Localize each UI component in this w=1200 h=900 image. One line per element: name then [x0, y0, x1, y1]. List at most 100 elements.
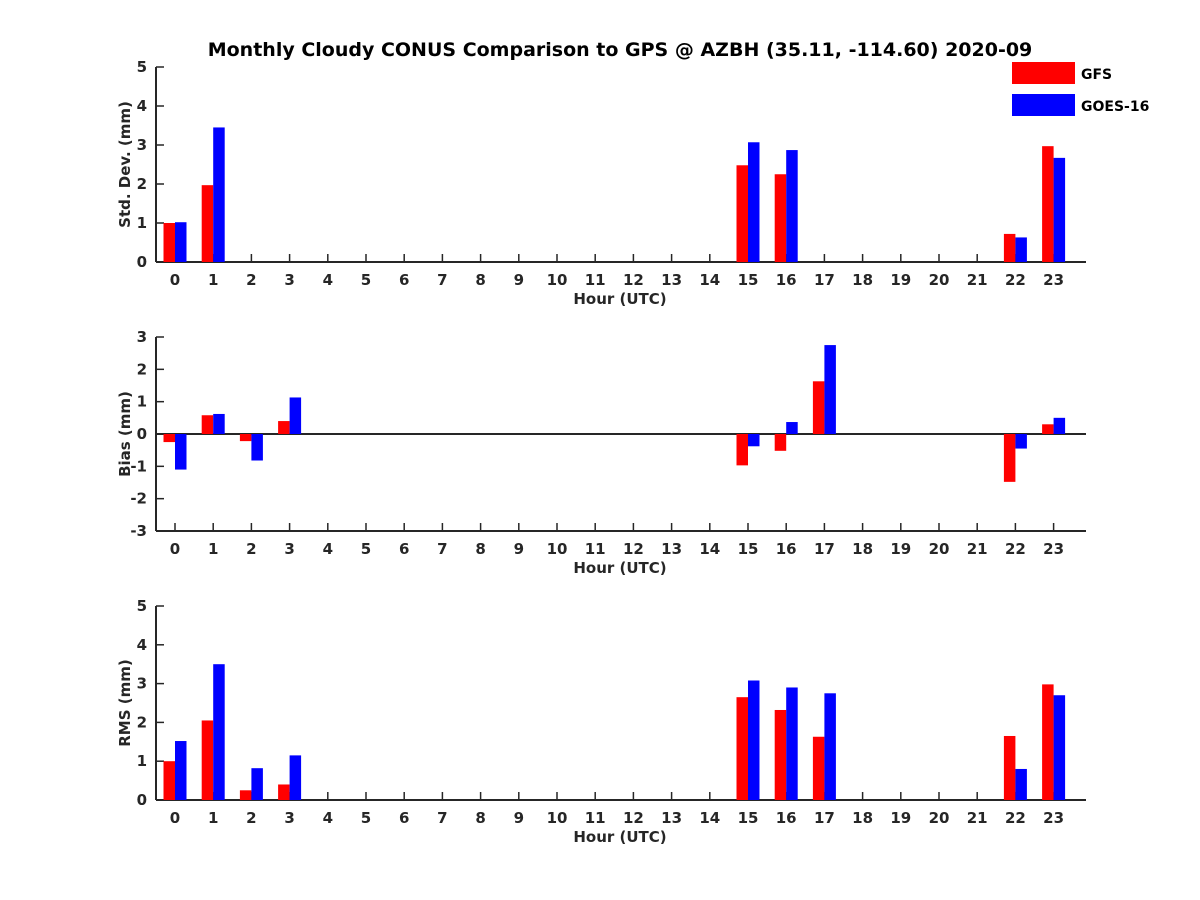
panel1-x-tick-label: 6 — [399, 540, 409, 558]
panel2-x-tick-label: 20 — [929, 809, 950, 827]
panel0-x-axis-label: Hour (UTC) — [573, 290, 666, 308]
panel1-y-tick-label: 3 — [137, 328, 147, 346]
panel0-bar-gfs-hour-23 — [1042, 146, 1054, 262]
panel1-x-tick-label: 15 — [738, 540, 759, 558]
panel0-bar-goes16-hour-22 — [1015, 237, 1027, 262]
panel1-bar-goes16-hour-2 — [251, 434, 263, 461]
legend-label-goes16: GOES-16 — [1081, 99, 1149, 115]
panel1-bar-goes16-hour-17 — [824, 345, 836, 434]
panel2-bar-gfs-hour-22 — [1003, 735, 1016, 800]
panel0-y-tick-label: 2 — [137, 175, 147, 193]
panel1-bar-gfs-hour-17 — [812, 381, 825, 434]
panel1-bar-gfs-hour-22 — [1003, 434, 1016, 482]
panel2-x-tick-label: 3 — [284, 809, 294, 827]
panel2-bar-goes16-hour-17 — [824, 693, 836, 800]
panel0-y-tick-label: 1 — [137, 214, 147, 232]
panel2-x-tick-label: 10 — [547, 809, 568, 827]
panel1-x-tick-label: 14 — [699, 540, 720, 558]
panel1-x-tick-label: 5 — [361, 540, 371, 558]
panel2-bar-gfs-hour-2 — [239, 790, 252, 800]
panel1-x-axis-label: Hour (UTC) — [573, 559, 666, 577]
panel2-x-tick-label: 9 — [514, 809, 524, 827]
panel2-x-tick-label: 8 — [475, 809, 485, 827]
panel2-x-tick-label: 21 — [967, 809, 988, 827]
panel1-bar-goes16-hour-0 — [175, 434, 187, 470]
panel0-y-tick-label: 3 — [137, 136, 147, 154]
panel0-bar-goes16-hour-0 — [175, 222, 187, 262]
panel1-x-tick-label: 23 — [1043, 540, 1064, 558]
panel1-y-axis-label: Bias (mm) — [116, 391, 134, 477]
panel1-bar-gfs-hour-0 — [163, 434, 175, 443]
panel1-bar-goes16-hour-16 — [786, 422, 798, 434]
panel0-bar-goes16-hour-16 — [786, 150, 798, 262]
panel1-x-tick-label: 9 — [514, 540, 524, 558]
panel2-x-axis-label: Hour (UTC) — [573, 828, 666, 846]
panel2-bar-goes16-hour-0 — [175, 741, 187, 800]
chart-title: Monthly Cloudy CONUS Comparison to GPS @… — [208, 39, 1033, 61]
panel1-bar-gfs-hour-23 — [1042, 424, 1054, 434]
panel2-y-tick-label: 2 — [137, 713, 147, 731]
panel1-x-tick-label: 21 — [967, 540, 988, 558]
panel0-x-tick-label: 23 — [1043, 271, 1064, 289]
panel0-y-tick-label: 5 — [137, 58, 147, 76]
panel2-x-tick-label: 1 — [208, 809, 218, 827]
panel2-x-tick-label: 17 — [814, 809, 835, 827]
panel2-bar-gfs-hour-16 — [774, 709, 787, 800]
panel0-x-tick-label: 9 — [514, 271, 524, 289]
panel1-x-tick-label: 18 — [852, 540, 873, 558]
panel2-y-tick-label: 4 — [137, 636, 147, 654]
panel0-x-tick-label: 18 — [852, 271, 873, 289]
panel1-bar-gfs-hour-1 — [201, 415, 214, 434]
panel1-x-tick-label: 13 — [661, 540, 682, 558]
panel2-x-tick-label: 22 — [1005, 809, 1026, 827]
panel1-y-tick-label: -1 — [130, 457, 147, 475]
panel2-bar-gfs-hour-3 — [278, 784, 290, 800]
panel2-x-tick-label: 12 — [623, 809, 644, 827]
panel1-x-tick-label: 8 — [475, 540, 485, 558]
panel0-x-tick-label: 21 — [967, 271, 988, 289]
panel1-bar-gfs-hour-2 — [239, 434, 252, 442]
panel2-x-tick-label: 14 — [699, 809, 720, 827]
panel2-x-tick-label: 4 — [323, 809, 333, 827]
panel1-x-tick-label: 17 — [814, 540, 835, 558]
panel0-x-tick-label: 14 — [699, 271, 720, 289]
panel0-x-tick-label: 13 — [661, 271, 682, 289]
panel1-x-tick-label: 4 — [323, 540, 333, 558]
panel2-y-tick-label: 3 — [137, 675, 147, 693]
panel0-x-tick-label: 3 — [284, 271, 294, 289]
panel2-bar-goes16-hour-1 — [213, 664, 225, 800]
panel0-x-tick-label: 7 — [437, 271, 447, 289]
panel1-bar-gfs-hour-15 — [736, 434, 748, 466]
panel1-y-tick-label: -2 — [130, 490, 147, 508]
panel0-x-tick-label: 5 — [361, 271, 371, 289]
panel1-bar-goes16-hour-23 — [1053, 417, 1066, 434]
panel0-x-tick-label: 0 — [170, 271, 180, 289]
panel1-bar-gfs-hour-16 — [774, 434, 787, 451]
panel2-bar-goes16-hour-16 — [786, 687, 798, 800]
panel2-bar-goes16-hour-2 — [251, 768, 263, 800]
panel0-x-tick-label: 15 — [738, 271, 759, 289]
panel0-bar-gfs-hour-15 — [736, 165, 748, 262]
legend: GFS GOES-16 — [1012, 62, 1149, 116]
panel1-x-tick-label: 11 — [585, 540, 606, 558]
panel2-x-tick-label: 11 — [585, 809, 606, 827]
panel2-y-tick-label: 0 — [137, 791, 147, 809]
panel2-bar-gfs-hour-15 — [736, 697, 748, 800]
panel2-x-tick-label: 6 — [399, 809, 409, 827]
panel2-x-tick-label: 0 — [170, 809, 180, 827]
panel0-bar-gfs-hour-1 — [201, 185, 214, 262]
panel2-bar-gfs-hour-0 — [163, 761, 175, 800]
panel2-x-tick-label: 5 — [361, 809, 371, 827]
panel0-y-axis-label: Std. Dev. (mm) — [116, 101, 134, 228]
panel0-bar-gfs-hour-22 — [1003, 233, 1016, 262]
panel1-x-tick-label: 7 — [437, 540, 447, 558]
panel1-x-tick-label: 20 — [929, 540, 950, 558]
panel0-x-tick-label: 2 — [246, 271, 256, 289]
panel0-bar-goes16-hour-15 — [748, 142, 760, 262]
panel2-y-tick-label: 1 — [137, 752, 147, 770]
panel0-x-tick-label: 10 — [547, 271, 568, 289]
panel2-x-tick-label: 23 — [1043, 809, 1064, 827]
